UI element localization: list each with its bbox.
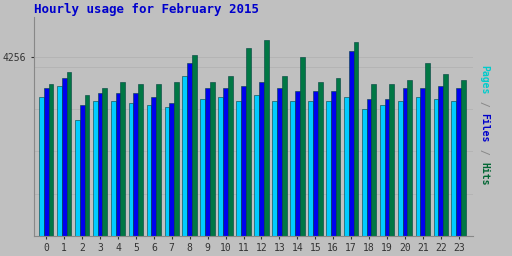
Bar: [277, 88, 282, 236]
Bar: [116, 93, 120, 236]
Bar: [241, 86, 246, 236]
Bar: [57, 86, 62, 236]
Bar: [236, 101, 241, 236]
Bar: [308, 101, 313, 236]
Text: Pages: Pages: [479, 65, 489, 95]
Bar: [152, 97, 156, 236]
Bar: [39, 97, 44, 236]
Bar: [416, 97, 420, 236]
Bar: [264, 40, 269, 236]
Bar: [218, 97, 223, 236]
Bar: [317, 82, 323, 236]
Bar: [408, 80, 412, 236]
Bar: [120, 82, 125, 236]
Text: Hits: Hits: [479, 162, 489, 185]
Bar: [434, 99, 438, 236]
Bar: [259, 82, 264, 236]
Bar: [80, 105, 84, 236]
Bar: [134, 93, 138, 236]
Bar: [331, 91, 336, 236]
Bar: [200, 99, 205, 236]
Bar: [192, 55, 197, 236]
Bar: [390, 84, 394, 236]
Bar: [336, 78, 340, 236]
Bar: [452, 101, 456, 236]
Bar: [344, 97, 349, 236]
Bar: [367, 99, 372, 236]
Bar: [461, 80, 466, 236]
Bar: [362, 110, 367, 236]
Bar: [44, 88, 49, 236]
Bar: [272, 101, 277, 236]
Bar: [349, 51, 354, 236]
Bar: [254, 95, 259, 236]
Bar: [313, 91, 317, 236]
Bar: [187, 63, 192, 236]
Bar: [354, 42, 358, 236]
Bar: [146, 105, 152, 236]
Bar: [164, 107, 169, 236]
Bar: [67, 72, 71, 236]
Bar: [223, 88, 228, 236]
Bar: [326, 101, 331, 236]
Bar: [156, 84, 161, 236]
Bar: [182, 76, 187, 236]
Bar: [246, 48, 251, 236]
Bar: [169, 103, 174, 236]
Bar: [98, 93, 102, 236]
Bar: [420, 88, 425, 236]
Bar: [398, 101, 402, 236]
Bar: [111, 101, 116, 236]
Bar: [402, 88, 408, 236]
Bar: [425, 63, 430, 236]
Bar: [102, 88, 108, 236]
Bar: [385, 99, 390, 236]
Bar: [228, 76, 233, 236]
Bar: [138, 84, 143, 236]
Bar: [372, 84, 376, 236]
Bar: [84, 95, 89, 236]
Text: /: /: [479, 95, 489, 113]
Bar: [438, 86, 443, 236]
Bar: [380, 105, 385, 236]
Bar: [210, 82, 215, 236]
Bar: [295, 91, 300, 236]
Bar: [129, 103, 134, 236]
Bar: [75, 120, 80, 236]
Bar: [282, 76, 287, 236]
Bar: [443, 74, 448, 236]
Text: /: /: [479, 143, 489, 161]
Bar: [290, 101, 295, 236]
Bar: [456, 88, 461, 236]
Bar: [62, 78, 67, 236]
Text: Hourly usage for February 2015: Hourly usage for February 2015: [34, 3, 259, 16]
Bar: [174, 82, 179, 236]
Text: Files: Files: [479, 113, 489, 143]
Bar: [93, 101, 98, 236]
Bar: [300, 57, 305, 236]
Bar: [49, 84, 53, 236]
Bar: [205, 88, 210, 236]
